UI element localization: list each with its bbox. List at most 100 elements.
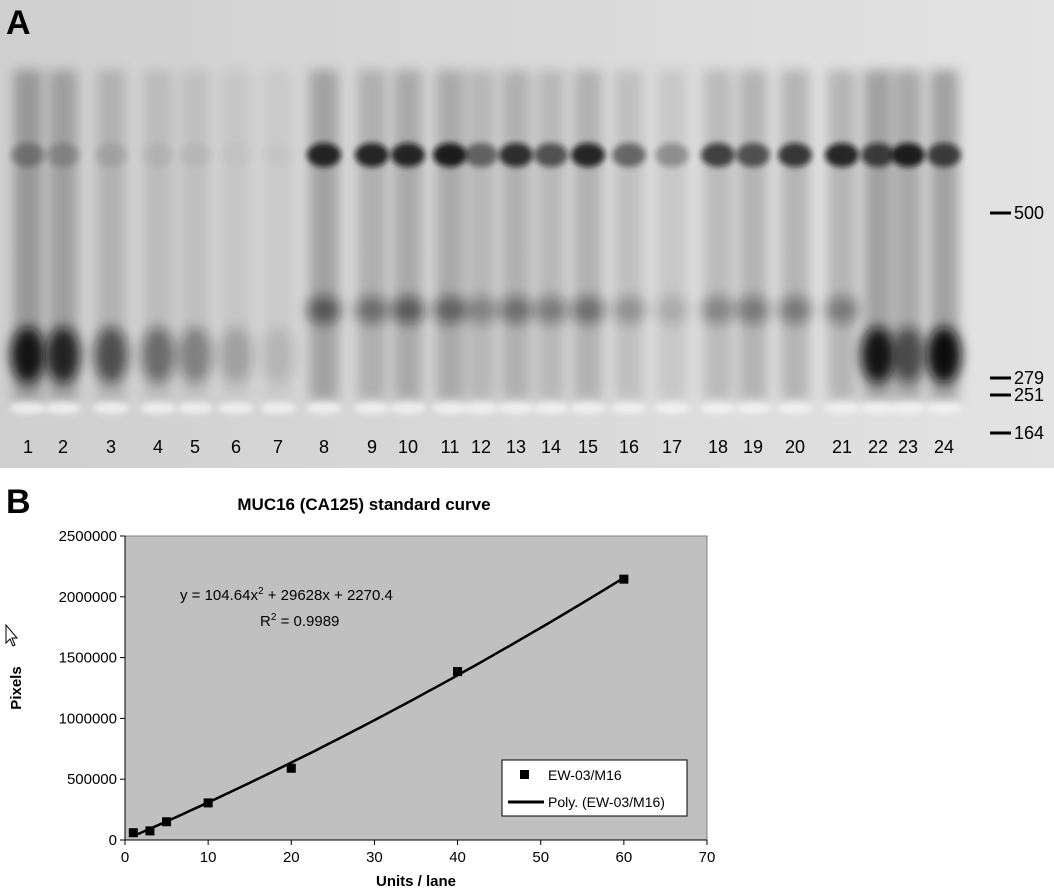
gel-band (307, 296, 341, 324)
equation-part: 2 (271, 612, 277, 623)
panel-label: A (6, 4, 31, 42)
gel-dye-front (890, 402, 926, 414)
gel-band (11, 143, 45, 167)
gel-band (534, 296, 568, 324)
marker-label: 279 (1014, 368, 1044, 388)
gel-band (391, 296, 425, 324)
gel-band (219, 327, 253, 383)
gel-band (433, 296, 467, 324)
gel-lane-smear (781, 70, 809, 400)
lane-label: 4 (153, 437, 163, 457)
cursor (5, 623, 19, 647)
y-tick-label: 1000000 (59, 710, 117, 727)
gel-band (571, 143, 605, 167)
data-point (145, 826, 155, 836)
lane-label: 18 (708, 437, 728, 457)
gel-lane-smear (615, 70, 643, 400)
gel-band (571, 296, 605, 324)
chart: MUC16 (CA125) standard curve Units / lane… (8, 495, 715, 890)
gel-dye-front (777, 402, 813, 414)
gel-band (891, 143, 925, 167)
gel-dye-front (306, 402, 342, 414)
gel-band (736, 143, 770, 167)
gel-band (355, 296, 389, 324)
lane-label: 12 (471, 437, 491, 457)
y-tick-label: 0 (109, 832, 117, 849)
gel-dye-front (140, 402, 176, 414)
gel-band (927, 327, 961, 383)
gel-band (141, 327, 175, 383)
lane-label: 21 (832, 437, 852, 457)
lane-label: 1 (23, 437, 33, 457)
y-axis-label: Pixels (8, 666, 25, 709)
gel-band (612, 296, 646, 324)
equation-part: y = 104.64x (180, 587, 258, 604)
lane-label: 17 (662, 437, 682, 457)
gel-lane-smear (467, 70, 495, 400)
gel-dye-front (218, 402, 254, 414)
gel-band (433, 143, 467, 167)
gel-band (861, 143, 895, 167)
lane-label: 8 (319, 437, 329, 457)
gel-dye-front (533, 402, 569, 414)
lane-label: 2 (58, 437, 68, 457)
gel-band (464, 143, 498, 167)
lane-label: 3 (106, 437, 116, 457)
gel-band (261, 327, 295, 383)
gel-band (861, 327, 895, 383)
gel-band (307, 143, 341, 167)
gel-dye-front (432, 402, 468, 414)
gel-band (891, 327, 925, 383)
gel-dye-front (570, 402, 606, 414)
x-tick-label: 10 (200, 849, 217, 866)
gel-dye-front (926, 402, 962, 414)
gel-lane-smear (574, 70, 602, 400)
gel-lane-smear (537, 70, 565, 400)
x-tick-label: 20 (283, 849, 300, 866)
gel-band (46, 327, 80, 383)
legend-label: Poly. (EW-03/M16) (548, 794, 665, 810)
equation-part: R (260, 613, 271, 630)
data-point (162, 817, 172, 827)
gel-dye-front (177, 402, 213, 414)
x-tick-label: 70 (699, 849, 716, 866)
data-point (128, 828, 138, 838)
gel-band (46, 143, 80, 167)
lane-label: 14 (541, 437, 561, 457)
gel-band (94, 143, 128, 167)
gel-dye-front (10, 402, 46, 414)
gel-dye-front (498, 402, 534, 414)
gel-lane-smear (310, 70, 338, 400)
gel-band (94, 327, 128, 383)
gel-band (499, 143, 533, 167)
x-tick-label: 0 (121, 849, 129, 866)
gel-dye-front (611, 402, 647, 414)
gel-dye-front (735, 402, 771, 414)
panel-label: B (6, 483, 31, 521)
gel-band (701, 143, 735, 167)
gel-dye-front (463, 402, 499, 414)
x-axis-label: Units / lane (376, 873, 456, 890)
x-tick-label: 60 (616, 849, 633, 866)
gel-band (178, 143, 212, 167)
trendline-equation: y = 104.64x2 + 29628x + 2270.4 (180, 586, 393, 604)
lane-label: 15 (578, 437, 598, 457)
gel-band (927, 143, 961, 167)
gel-dye-front (654, 402, 690, 414)
y-tick-label: 2000000 (59, 589, 117, 606)
gel-band (391, 143, 425, 167)
legend-marker (520, 770, 529, 779)
equation-part: = 0.9989 (276, 613, 339, 630)
lane-label: 9 (367, 437, 377, 457)
x-tick-label: 50 (532, 849, 549, 866)
gel-lane-smear (436, 70, 464, 400)
y-tick-label: 1500000 (59, 650, 117, 667)
data-point (203, 798, 213, 808)
x-tick-label: 30 (366, 849, 383, 866)
y-tick-label: 2500000 (59, 528, 117, 545)
gel-band (701, 296, 735, 324)
data-point (619, 574, 629, 584)
lane-label: 6 (231, 437, 241, 457)
y-tick-label: 500000 (67, 771, 117, 788)
